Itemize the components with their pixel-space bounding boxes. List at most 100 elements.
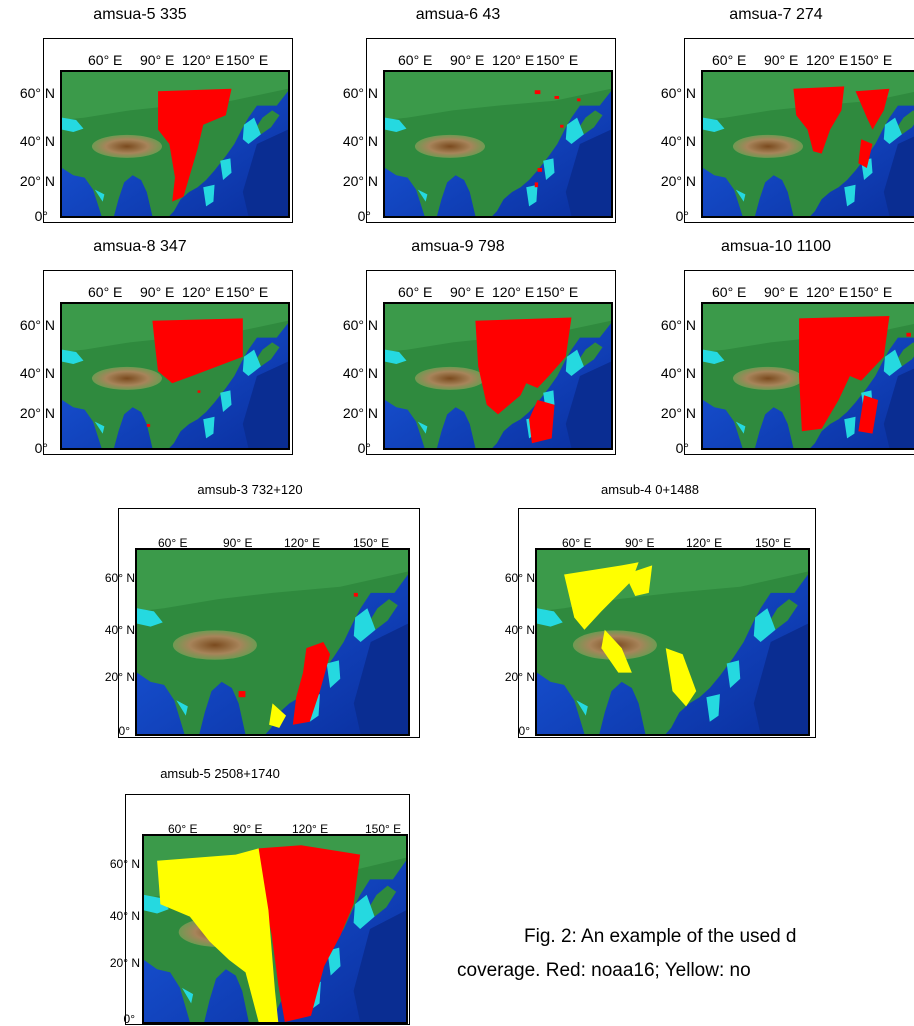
lat-label: 40° N (504, 623, 535, 637)
lon-label: 60° E (88, 284, 123, 300)
figure-caption: Fig. 2: An example of the used d coverag… (457, 920, 914, 988)
lat-label: 20° N (660, 173, 696, 189)
panel-title: amsua-9 798 (411, 238, 505, 255)
panel-title: amsua-5 335 (93, 6, 187, 23)
panel-title: amsua-10 1100 (721, 238, 831, 255)
lon-label: 60° E (712, 284, 747, 300)
lat-label: 20° N (342, 405, 378, 421)
lat-label: 20° N (660, 405, 696, 421)
lon-label: 150° E (226, 284, 269, 300)
map-area (142, 834, 408, 1024)
lat-label: 0° (357, 208, 371, 224)
map-area (701, 302, 914, 450)
noaa17-coverage (269, 703, 287, 728)
map-panel-amsua-7: amsua-7 274 60° E 90° E 120° E 150° E 60… (636, 0, 914, 225)
lon-label: 150° E (536, 52, 579, 68)
panel-title: amsua-7 274 (729, 6, 823, 23)
lon-label: 90° E (764, 284, 799, 300)
lat-label: 60° N (342, 85, 378, 101)
panel-title: amsua-8 347 (93, 238, 187, 255)
lon-label: 150° E (850, 284, 893, 300)
map-area (135, 548, 410, 736)
caption-line: Fig. 2: An example of the used d (524, 926, 797, 947)
lat-label: 0° (518, 724, 530, 738)
noaa16-coverage (799, 316, 911, 434)
map-panel-amsub-3: amsub-3 732+120 60° E 90° E 120° E 150° … (80, 478, 420, 740)
panel-title: amsub-4 0+1488 (601, 482, 699, 497)
map-panel-amsua-6: amsua-6 43 60° E 90° E 120° E 150° E 60°… (318, 0, 618, 225)
lon-label: 120° E (492, 52, 535, 68)
lon-label: 90° E (764, 52, 799, 68)
lon-label: 60° E (88, 52, 123, 68)
noaa16-coverage (158, 88, 232, 202)
lon-label: 120° E (182, 284, 225, 300)
lon-label: 150° E (755, 536, 792, 550)
lat-label: 20° N (342, 173, 378, 189)
lat-label: 20° N (19, 173, 55, 189)
panel-title: amsua-6 43 (415, 6, 501, 23)
noaa16-coverage (146, 318, 243, 427)
lon-label: 120° E (686, 536, 723, 550)
lat-label: 40° N (342, 365, 378, 381)
lat-label: 60° N (109, 857, 140, 871)
lon-label: 120° E (806, 284, 849, 300)
noaa16-coverage (475, 317, 572, 444)
lat-label: 0° (34, 208, 48, 224)
lat-label: 60° N (660, 317, 696, 333)
lon-label: 60° E (712, 52, 747, 68)
map-area (383, 302, 613, 450)
lat-label: 40° N (660, 133, 696, 149)
lon-label: 90° E (140, 52, 175, 68)
map-area (383, 70, 613, 218)
lat-label: 60° N (660, 85, 696, 101)
lon-label: 150° E (850, 52, 893, 68)
lon-label: 120° E (284, 536, 321, 550)
lat-label: 20° N (19, 405, 55, 421)
panel-title: amsub-5 2508+1740 (160, 766, 280, 781)
lat-label: 40° N (19, 365, 55, 381)
panel-title: amsub-3 732+120 (197, 482, 303, 497)
lon-label: 90° E (223, 536, 253, 550)
lat-label: 0° (675, 440, 689, 456)
lat-label: 60° N (104, 571, 135, 585)
noaa17-coverage (564, 562, 697, 707)
lon-label: 120° E (292, 822, 329, 836)
lon-label: 150° E (226, 52, 269, 68)
lat-label: 20° N (104, 670, 135, 684)
lon-label: 60° E (168, 822, 198, 836)
lon-label: 90° E (233, 822, 263, 836)
lat-label: 0° (34, 440, 48, 456)
noaa16-coverage (534, 90, 581, 188)
noaa16-coverage (258, 845, 361, 1022)
lon-label: 150° E (536, 284, 579, 300)
lon-label: 150° E (353, 536, 390, 550)
lat-label: 0° (675, 208, 689, 224)
map-panel-amsub-4: amsub-4 0+1488 60° E 90° E 120° E 150° E… (480, 478, 820, 740)
map-area (701, 70, 914, 218)
lon-label: 150° E (365, 822, 402, 836)
noaa17-coverage (157, 848, 279, 1022)
lon-label: 60° E (398, 284, 433, 300)
map-area (60, 302, 290, 450)
lon-label: 60° E (158, 536, 188, 550)
lat-label: 40° N (104, 623, 135, 637)
map-area (535, 548, 810, 736)
lat-label: 0° (357, 440, 371, 456)
lat-label: 20° N (109, 956, 140, 970)
lon-label: 90° E (625, 536, 655, 550)
lat-label: 40° N (109, 909, 140, 923)
lon-label: 120° E (492, 284, 535, 300)
lat-label: 0° (118, 724, 130, 738)
lat-label: 0° (123, 1012, 135, 1026)
noaa16-coverage (793, 86, 890, 168)
lat-label: 40° N (342, 133, 378, 149)
lat-label: 60° N (19, 317, 55, 333)
lat-label: 60° N (504, 571, 535, 585)
lon-label: 120° E (806, 52, 849, 68)
map-panel-amsub-5: amsub-5 2508+1740 60° E 90° E 120° E 150… (80, 762, 420, 1026)
lat-label: 40° N (19, 133, 55, 149)
lon-label: 60° E (562, 536, 592, 550)
map-area (60, 70, 290, 218)
lon-label: 90° E (140, 284, 175, 300)
lat-label: 40° N (660, 365, 696, 381)
